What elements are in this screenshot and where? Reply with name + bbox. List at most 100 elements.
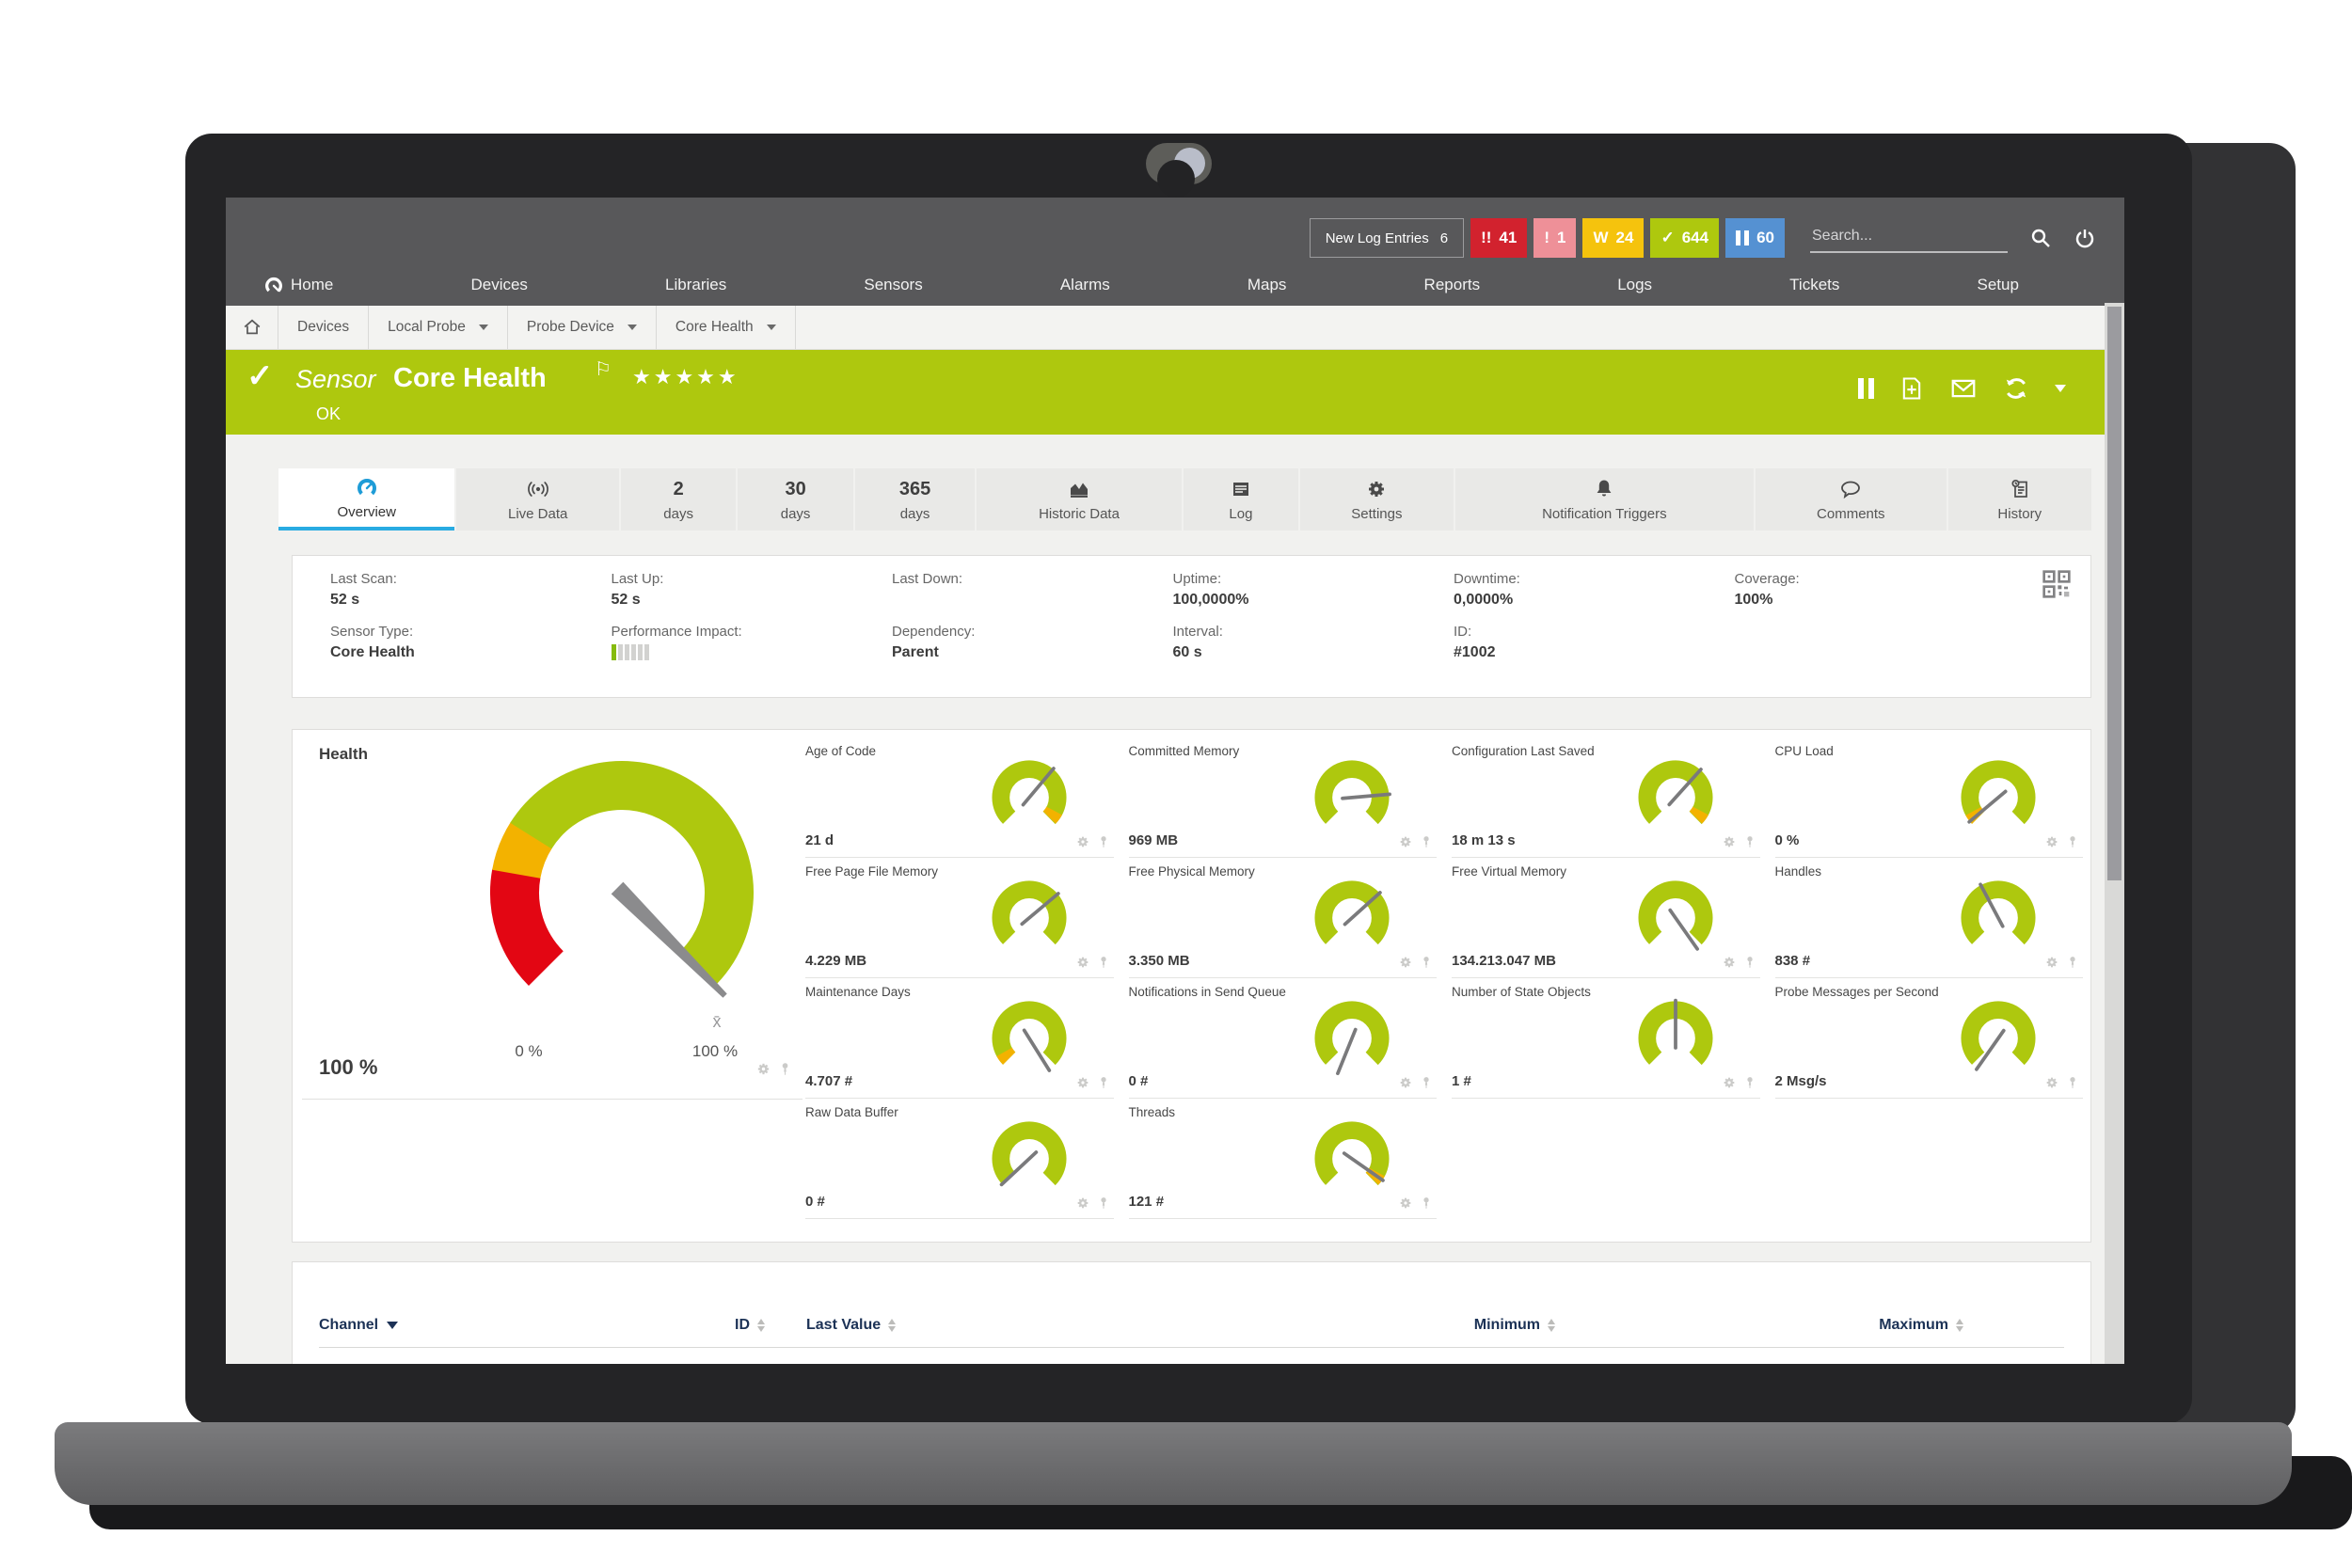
scrollbar-thumb[interactable] [2107, 307, 2122, 880]
nav-tickets[interactable]: Tickets [1789, 276, 1840, 293]
power-icon[interactable] [2074, 227, 2096, 249]
gauge-tile[interactable]: Raw Data Buffer 0 # [805, 1099, 1114, 1219]
gear-icon[interactable] [755, 1061, 771, 1077]
pin-icon[interactable] [2066, 956, 2079, 969]
tab-2-days[interactable]: 2 days [620, 468, 737, 531]
column-id[interactable]: ID [707, 1317, 765, 1334]
pin-icon[interactable] [1097, 1076, 1110, 1089]
column-channel[interactable]: Channel [319, 1317, 707, 1334]
gauge-tile[interactable]: Free Virtual Memory 134.213.047 MB [1452, 858, 1760, 978]
pin-icon[interactable] [1420, 1076, 1433, 1089]
gauge-tile[interactable]: Threads 121 # [1128, 1099, 1437, 1219]
alarm-badge-paused[interactable]: 60 [1725, 218, 1785, 258]
nav-setup[interactable]: Setup [1977, 276, 2019, 293]
nav-sensors[interactable]: Sensors [864, 276, 923, 293]
report-icon[interactable] [1899, 375, 1925, 402]
pin-icon[interactable] [1420, 835, 1433, 848]
gauge-tile[interactable]: Free Physical Memory 3.350 MB [1128, 858, 1437, 978]
alarm-badge-ok[interactable]: ✓ 644 [1650, 218, 1720, 258]
flag-icon[interactable]: ⚐ [595, 359, 612, 380]
gauge-tile[interactable]: Handles 838 # [1774, 858, 2083, 978]
tab-30-days[interactable]: 30 days [738, 468, 853, 531]
breadcrumb-devices[interactable]: Devices [278, 306, 370, 349]
nav-libraries[interactable]: Libraries [665, 276, 727, 293]
pin-icon[interactable] [1097, 1196, 1110, 1210]
column-minimum[interactable]: Minimum [1160, 1317, 1555, 1334]
tab-comments[interactable]: Comments [1756, 468, 1947, 531]
gear-icon[interactable] [2044, 955, 2059, 970]
channel-gauge [1314, 1121, 1390, 1196]
gauge-tile[interactable]: Committed Memory 969 MB [1128, 737, 1437, 858]
nav-logs[interactable]: Logs [1617, 276, 1653, 293]
gear-icon[interactable] [1075, 1075, 1090, 1090]
gear-icon[interactable] [1398, 1075, 1413, 1090]
gear-icon[interactable] [2044, 834, 2059, 849]
gauge-tile[interactable]: Number of State Objects 1 # [1452, 978, 1760, 1099]
tab-notification-triggers[interactable]: Notification Triggers [1454, 468, 1755, 531]
gauge-tile[interactable]: Age of Code 21 d [805, 737, 1114, 858]
nav-home[interactable]: Home [263, 275, 333, 295]
priority-stars[interactable]: ★★★★★ [632, 365, 739, 388]
breadcrumb-probe-device[interactable]: Probe Device [508, 306, 657, 349]
alarm-badge-error[interactable]: !! 41 [1470, 218, 1528, 258]
gear-icon[interactable] [1722, 834, 1737, 849]
gear-icon[interactable] [1075, 1196, 1090, 1211]
search-icon[interactable] [2029, 227, 2052, 249]
nav-devices[interactable]: Devices [470, 276, 528, 293]
nav-maps[interactable]: Maps [1247, 276, 1287, 293]
gauge-tile[interactable]: Maintenance Days 4.707 # [805, 978, 1114, 1099]
tab-overview[interactable]: Overview [278, 468, 455, 531]
gauge-tile-value: 121 # [1128, 1194, 1165, 1210]
gear-icon[interactable] [1722, 955, 1737, 970]
gear-icon[interactable] [2044, 1075, 2059, 1090]
pin-icon[interactable] [1097, 835, 1110, 848]
tab-historic-data[interactable]: Historic Data [977, 468, 1182, 531]
gear-icon[interactable] [1722, 1075, 1737, 1090]
gear-icon[interactable] [1398, 1196, 1413, 1211]
chevron-down-icon[interactable] [2055, 385, 2066, 392]
gear-icon[interactable] [1075, 955, 1090, 970]
alarm-badge-partial[interactable]: ! 1 [1534, 218, 1577, 258]
refresh-icon[interactable] [2002, 374, 2030, 403]
gear-icon[interactable] [1398, 834, 1413, 849]
pin-icon[interactable] [1097, 956, 1110, 969]
email-icon[interactable] [1949, 374, 1978, 403]
column-maximum[interactable]: Maximum [1555, 1317, 1963, 1334]
pin-icon[interactable] [1743, 956, 1756, 969]
search-input[interactable]: Search... [1810, 224, 2008, 253]
breadcrumb-local-probe[interactable]: Local Probe [369, 306, 508, 349]
tab-history[interactable]: History [1947, 468, 2091, 531]
column-last-value[interactable]: Last Value [806, 1317, 1160, 1334]
breadcrumb-core-health[interactable]: Core Health [657, 306, 796, 349]
pin-icon[interactable] [1743, 1076, 1756, 1089]
pin-icon[interactable] [1420, 956, 1433, 969]
pin-icon[interactable] [1420, 1196, 1433, 1210]
pin-icon[interactable] [1743, 835, 1756, 848]
pin-icon[interactable] [778, 1062, 792, 1076]
tab-live-data[interactable]: Live Data [456, 468, 619, 531]
info-last-up: Last Up: 52 s [611, 571, 664, 608]
tab-settings[interactable]: Settings [1300, 468, 1454, 531]
new-log-entries-button[interactable]: New Log Entries 6 [1309, 218, 1465, 258]
nav-alarms[interactable]: Alarms [1059, 276, 1110, 293]
gauge-tile[interactable]: CPU Load 0 % [1774, 737, 2083, 858]
gauge-tile[interactable]: Probe Messages per Second 2 Msg/s [1774, 978, 2083, 1099]
vertical-scrollbar[interactable] [2105, 303, 2124, 1364]
tab-log[interactable]: Log [1183, 468, 1299, 531]
gauge-tile[interactable]: Configuration Last Saved 18 m 13 s [1452, 737, 1760, 858]
info-id: ID: #1002 [1454, 624, 1496, 660]
pin-icon[interactable] [2066, 1076, 2079, 1089]
gear-icon[interactable] [1075, 834, 1090, 849]
pin-icon[interactable] [2066, 835, 2079, 848]
info-dependency: Dependency: Parent [892, 624, 976, 660]
nav-reports[interactable]: Reports [1423, 276, 1481, 293]
gauge-tile[interactable]: Notifications in Send Queue 0 # [1128, 978, 1437, 1099]
alarm-badge-warning[interactable]: W 24 [1582, 218, 1645, 258]
tab-365-days[interactable]: 365 days [854, 468, 976, 531]
breadcrumb-home[interactable] [226, 306, 278, 349]
pause-sensor-icon[interactable] [1858, 378, 1874, 399]
gauge-tile-value: 21 d [805, 832, 834, 848]
gauge-tile[interactable]: Free Page File Memory 4.229 MB [805, 858, 1114, 978]
gear-icon[interactable] [1398, 955, 1413, 970]
qr-code-icon[interactable] [2042, 569, 2072, 599]
